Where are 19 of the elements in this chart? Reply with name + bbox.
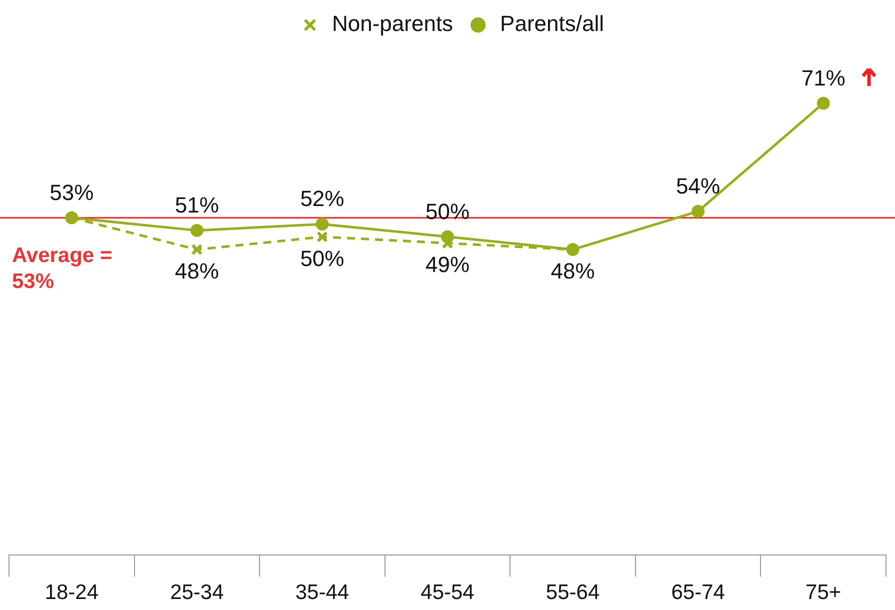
x-tick-label: 65-74 <box>671 581 726 604</box>
legend-label: Non-parents <box>332 11 454 36</box>
data-label: 71% <box>801 65 846 90</box>
x-tick-label: 45-54 <box>420 581 475 604</box>
data-label: 48% <box>550 258 595 284</box>
data-label: 50% <box>300 246 344 271</box>
legend-label: Parents/all <box>500 11 604 36</box>
ref-line-label: Average = 53% <box>12 244 112 294</box>
x-tick-label: 25-34 <box>170 581 224 604</box>
data-label: 48% <box>174 258 219 284</box>
data-label: 54% <box>676 173 720 198</box>
data-label: 49% <box>425 252 470 278</box>
data-label: 52% <box>300 186 344 212</box>
x-tick-label: 35-44 <box>295 581 350 604</box>
data-label: 51% <box>174 192 219 218</box>
data-label: 53% <box>50 180 94 205</box>
x-tick-label: 55-64 <box>546 581 600 604</box>
x-tick-label: 18-24 <box>44 581 99 604</box>
x-tick-label: 75+ <box>806 581 842 604</box>
